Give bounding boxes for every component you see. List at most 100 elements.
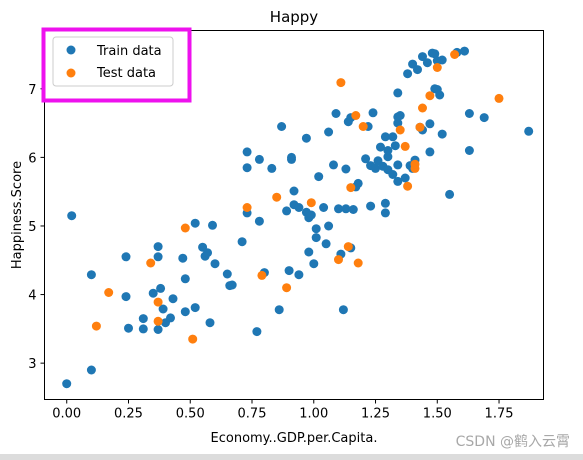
train-point	[311, 224, 321, 234]
train-point	[361, 154, 371, 164]
train-point	[418, 52, 427, 62]
test-point	[180, 223, 190, 233]
train-point	[190, 303, 200, 313]
train-point	[153, 242, 163, 252]
x-tick-label: 0.50	[176, 407, 205, 422]
test-point	[91, 321, 101, 331]
test-point	[425, 91, 435, 101]
train-point	[341, 164, 351, 174]
train-point	[304, 247, 314, 257]
test-point	[343, 242, 353, 252]
legend-box	[52, 36, 174, 87]
train-point	[464, 146, 474, 155]
train-point	[148, 288, 158, 298]
train-point	[274, 305, 284, 315]
train-point	[124, 323, 133, 333]
train-point	[380, 132, 390, 142]
train-point	[180, 274, 190, 284]
train-point	[393, 176, 403, 186]
train-point	[388, 132, 398, 142]
train-point	[242, 147, 252, 157]
test-point	[334, 255, 343, 265]
plot-frame	[44, 30, 544, 400]
train-point	[524, 126, 534, 136]
train-point	[222, 269, 232, 279]
train-point	[203, 248, 212, 258]
train-point	[348, 205, 358, 214]
watermark: CSDN @鹤入云霄	[456, 434, 570, 450]
train-point	[393, 88, 403, 98]
train-point	[86, 365, 96, 375]
test-point	[188, 334, 198, 344]
train-point	[331, 109, 341, 118]
train-point	[321, 239, 331, 249]
x-axis-label: Economy..GDP.per.Capita.	[211, 431, 378, 446]
train-point	[400, 173, 410, 183]
train-point	[156, 283, 166, 293]
train-point	[368, 108, 378, 118]
train-point	[190, 218, 200, 228]
train-point	[309, 259, 319, 269]
x-tick-label: 1.75	[485, 407, 514, 422]
train-point	[383, 146, 393, 155]
train-point	[242, 163, 252, 173]
test-point	[415, 122, 425, 132]
train-point	[435, 90, 445, 100]
test-point	[494, 93, 504, 103]
train-point	[306, 210, 316, 220]
test-point	[358, 122, 368, 131]
train-point	[403, 69, 413, 79]
test-point	[104, 288, 114, 297]
train-point	[210, 259, 220, 269]
train-point	[334, 204, 343, 214]
test-point	[282, 283, 292, 293]
chart-title: Happy	[270, 8, 319, 26]
train-point	[324, 127, 334, 137]
x-tick-label: 1.00	[299, 407, 328, 422]
train-point	[282, 206, 292, 216]
train-point	[62, 379, 72, 389]
x-axis: 0.00 0.25 0.50 0.75 1.00 1.25 1.50 1.75	[52, 399, 514, 422]
train-point	[208, 220, 217, 230]
train-point	[121, 252, 131, 262]
train-point	[158, 304, 168, 314]
train-point	[289, 186, 299, 196]
train-point	[180, 307, 190, 317]
test-point	[257, 270, 267, 280]
train-point	[338, 305, 348, 315]
legend-marker-train	[66, 45, 76, 55]
train-point	[464, 109, 474, 118]
test-point	[403, 181, 413, 191]
test-point	[418, 103, 427, 113]
train-point	[254, 216, 264, 226]
train-point	[422, 58, 432, 68]
test-point	[400, 141, 410, 151]
x-tick-label: 0.25	[114, 407, 143, 422]
test-point	[410, 159, 420, 169]
train-point	[380, 208, 390, 218]
train-point	[153, 252, 163, 262]
y-tick-label: 3	[28, 357, 36, 372]
y-tick-label: 4	[28, 289, 36, 304]
train-point	[371, 163, 380, 173]
y-tick-label: 7	[28, 83, 36, 98]
y-tick-label: 5	[28, 220, 36, 235]
train-point	[460, 46, 469, 56]
y-axis-label: Happiness.Score	[10, 161, 25, 269]
train-point	[430, 49, 440, 59]
train-point	[153, 325, 163, 334]
train-point	[138, 314, 148, 324]
train-point	[294, 203, 304, 212]
train-point	[437, 129, 447, 139]
x-tick-label: 1.50	[423, 407, 452, 422]
test-point	[353, 258, 363, 268]
test-point	[146, 258, 156, 268]
train-point	[393, 118, 403, 128]
test-point	[395, 125, 405, 135]
train-point	[237, 237, 247, 247]
train-point	[380, 198, 390, 208]
legend-highlight-box	[41, 27, 192, 103]
legend-label-train: Train data	[96, 44, 162, 59]
test-point	[272, 192, 282, 202]
train-point	[314, 172, 324, 182]
